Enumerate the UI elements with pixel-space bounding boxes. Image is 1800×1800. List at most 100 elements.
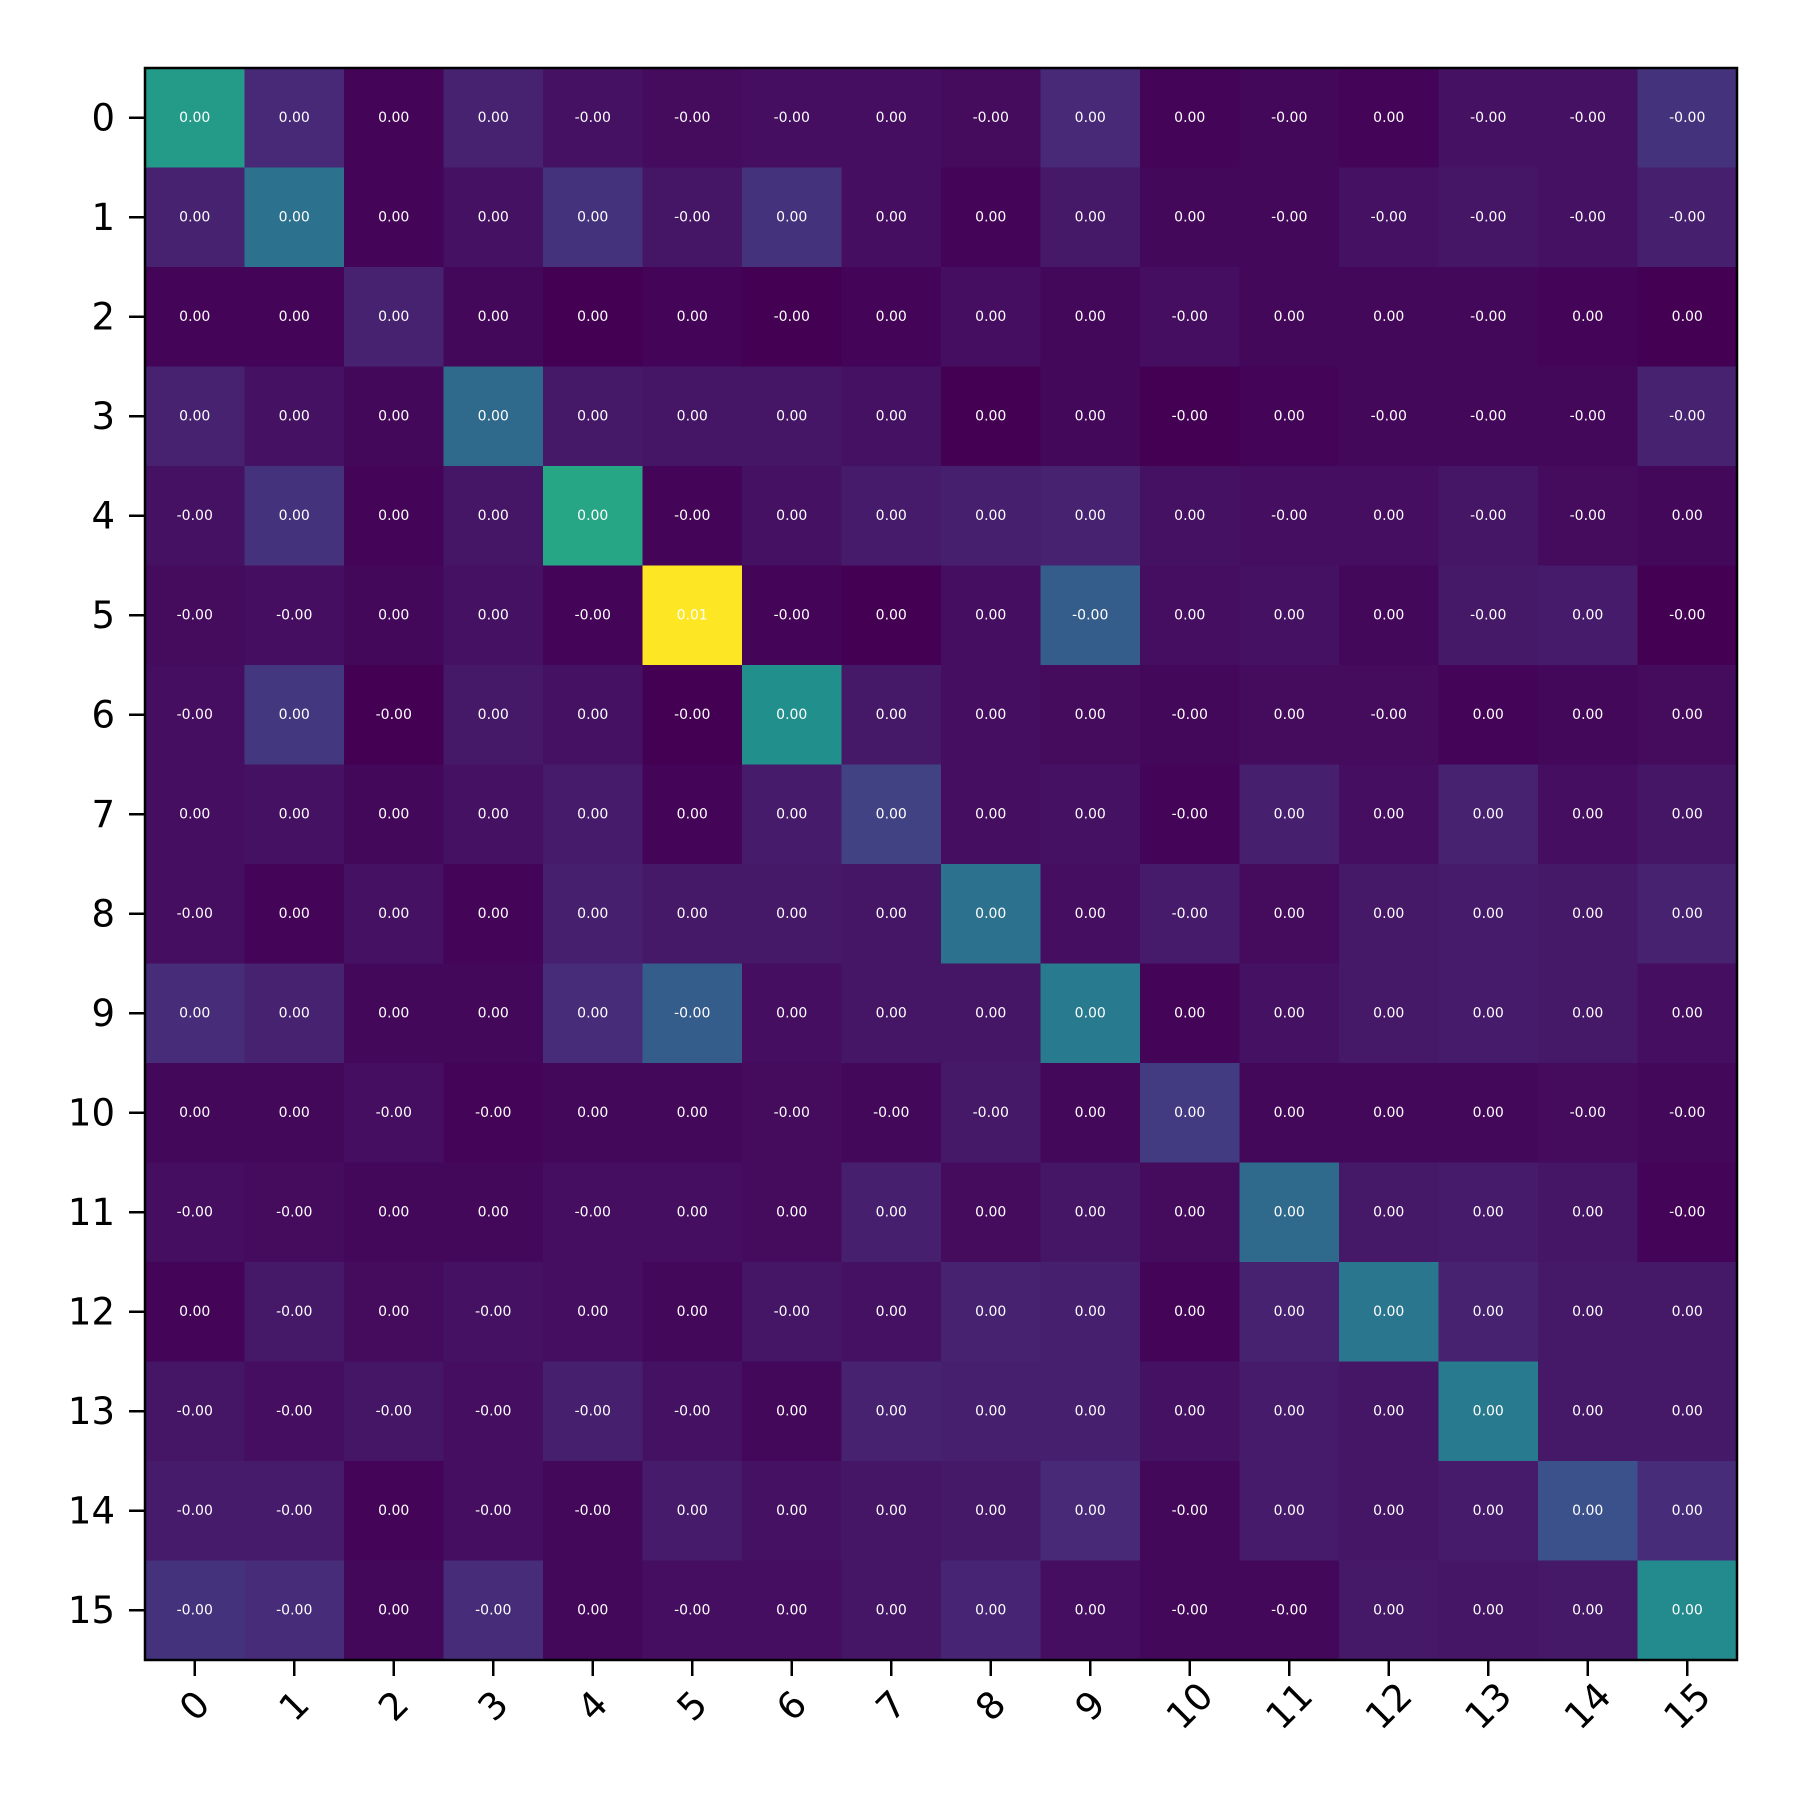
- heatmap-cell-label: 0.00: [876, 1304, 907, 1320]
- heatmap-cell-label: 0.00: [1274, 906, 1305, 922]
- heatmap-cell: [1438, 764, 1539, 865]
- heatmap-cell: [642, 864, 743, 965]
- heatmap-cell-label: 0.00: [876, 408, 907, 424]
- heatmap-cell-label: 0.00: [1174, 209, 1205, 225]
- heatmap-cell-label: -0.00: [1271, 508, 1307, 524]
- heatmap-cell: [742, 1560, 843, 1661]
- heatmap-cell: [642, 764, 743, 865]
- heatmap-cell: [1040, 1162, 1141, 1263]
- heatmap-cell: [941, 1361, 1042, 1462]
- heatmap-cell: [841, 963, 942, 1064]
- heatmap-cell-label: 0.00: [1373, 906, 1404, 922]
- heatmap-cell: [1538, 366, 1639, 467]
- heatmap-cell-label: 0.00: [279, 309, 310, 325]
- heatmap-cell: [543, 1063, 644, 1164]
- heatmap-cell: [344, 267, 445, 368]
- heatmap-cell: [841, 1162, 942, 1263]
- heatmap-cell-label: -0.00: [276, 607, 312, 623]
- heatmap-cell-label: -0.00: [1470, 607, 1506, 623]
- heatmap-cell-label: -0.00: [873, 1105, 909, 1121]
- heatmap-cell-label: 0.00: [1572, 906, 1603, 922]
- heatmap-cell: [841, 68, 942, 169]
- heatmap-cell: [1339, 267, 1440, 368]
- heatmap-cell: [941, 68, 1042, 169]
- heatmap-cell: [145, 1361, 246, 1462]
- heatmap-cell: [1339, 665, 1440, 766]
- heatmap-cell-label: 0.00: [1075, 209, 1106, 225]
- heatmap-cell-label: -0.00: [177, 607, 213, 623]
- heatmap-cell: [1339, 764, 1440, 865]
- heatmap-cell: [642, 167, 743, 268]
- x-tick-label: 1: [271, 1682, 318, 1729]
- heatmap-cell-label: 0.00: [279, 1005, 310, 1021]
- heatmap-cell-label: -0.00: [276, 1503, 312, 1519]
- heatmap-cell-label: 0.00: [975, 607, 1006, 623]
- heatmap-cell-label: 0.00: [876, 110, 907, 126]
- heatmap-cell-label: -0.00: [1271, 209, 1307, 225]
- heatmap-cell-label: 0.00: [1075, 806, 1106, 822]
- heatmap-cell: [841, 267, 942, 368]
- heatmap-cell: [145, 665, 246, 766]
- heatmap-cell: [344, 1162, 445, 1263]
- heatmap-cell-label: 0.00: [876, 806, 907, 822]
- heatmap-cell-label: -0.00: [1172, 1503, 1208, 1519]
- heatmap-cell-label: 0.00: [1473, 1204, 1504, 1220]
- heatmap-cell-label: 0.00: [876, 1204, 907, 1220]
- heatmap-cell-label: -0.00: [475, 1503, 511, 1519]
- heatmap-cell-label: 0.00: [1075, 1304, 1106, 1320]
- heatmap-cell: [344, 366, 445, 467]
- heatmap-cell-label: 0.00: [1373, 607, 1404, 623]
- heatmap-cell: [344, 1461, 445, 1562]
- heatmap-cell: [1637, 68, 1738, 169]
- heatmap-cell: [1538, 1560, 1639, 1661]
- heatmap-cell: [1040, 565, 1141, 666]
- heatmap-cell-label: -0.00: [1271, 110, 1307, 126]
- heatmap-cell: [244, 1560, 345, 1661]
- heatmap-cell: [344, 1361, 445, 1462]
- heatmap-cell-label: 0.00: [1274, 1403, 1305, 1419]
- y-tick-label: 9: [91, 992, 115, 1035]
- heatmap-cell-label: 0.00: [1572, 707, 1603, 723]
- heatmap-cell: [344, 1560, 445, 1661]
- heatmap-cell: [543, 864, 644, 965]
- heatmap-cell-label: 0.00: [1672, 508, 1703, 524]
- plot-frame: [143, 66, 1739, 1662]
- heatmap-cell-label: 0.00: [776, 1005, 807, 1021]
- heatmap-cell-label: 0.00: [1274, 1005, 1305, 1021]
- heatmap-cell-label: -0.00: [774, 1304, 810, 1320]
- heatmap-cell: [1637, 267, 1738, 368]
- x-tick-label: 2: [370, 1682, 417, 1729]
- heatmap-cell: [1538, 764, 1639, 865]
- heatmap-cell-label: -0.00: [1271, 1602, 1307, 1618]
- heatmap-cell-label: 0.00: [677, 1105, 708, 1121]
- heatmap-cell-label: 0.00: [975, 1503, 1006, 1519]
- heatmap-cell-label: 0.00: [876, 707, 907, 723]
- heatmap-cell-label: 0.00: [1373, 1602, 1404, 1618]
- heatmap-cell-label: 0.00: [776, 1403, 807, 1419]
- heatmap-cell: [1140, 1162, 1241, 1263]
- heatmap-cell-label: -0.00: [1669, 110, 1705, 126]
- heatmap-cell: [443, 267, 544, 368]
- heatmap-cell: [1438, 963, 1539, 1064]
- y-tick-label: 3: [91, 395, 115, 438]
- heatmap-cell-label: 0.00: [577, 1602, 608, 1618]
- heatmap-cell: [1339, 565, 1440, 666]
- heatmap-cell-label: 0.00: [478, 508, 509, 524]
- heatmap-cell-label: -0.00: [1570, 508, 1606, 524]
- heatmap-cell-label: 0.00: [478, 1005, 509, 1021]
- heatmap-cell: [1040, 1361, 1141, 1462]
- heatmap-cell-label: 0.00: [1473, 1304, 1504, 1320]
- heatmap-cell: [1239, 665, 1340, 766]
- heatmap-cell: [1140, 1461, 1241, 1562]
- heatmap-cell: [1040, 1262, 1141, 1363]
- heatmap-cell-label: 0.00: [1174, 1304, 1205, 1320]
- heatmap-cell-label: 0.00: [577, 906, 608, 922]
- heatmap-cell-label: 0.00: [1075, 1602, 1106, 1618]
- heatmap-cell: [1140, 764, 1241, 865]
- heatmap-cell-label: 0.00: [1075, 1503, 1106, 1519]
- heatmap-cell: [1239, 267, 1340, 368]
- heatmap-cell: [941, 764, 1042, 865]
- heatmap-cell-label: 0.00: [776, 408, 807, 424]
- x-tick-label: 13: [1456, 1674, 1520, 1738]
- heatmap-cell-label: 0.00: [179, 1105, 210, 1121]
